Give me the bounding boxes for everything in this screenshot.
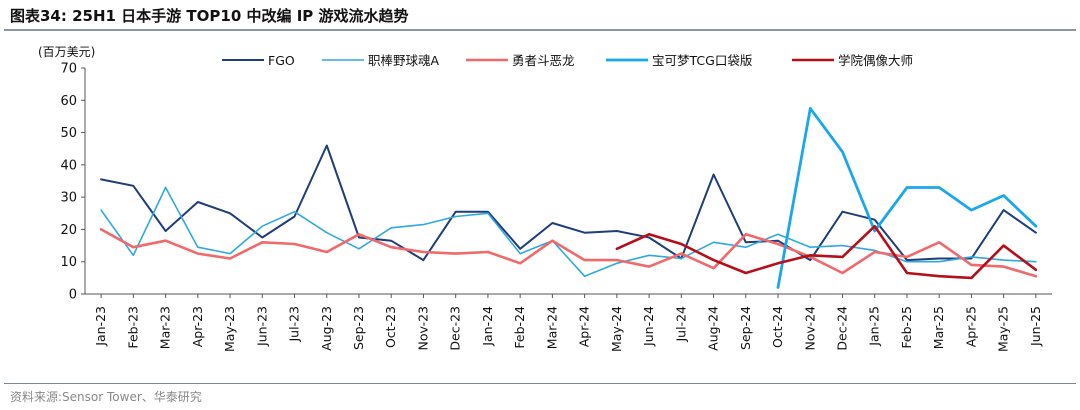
legend-label: FGO [268, 53, 295, 68]
x-tick-label: Nov-24 [802, 306, 817, 351]
y-tick-label: 60 [60, 94, 77, 109]
legend-label: 宝可梦TCG口袋版 [652, 53, 753, 68]
x-tick-label: Mar-24 [544, 306, 559, 349]
x-tick-label: Jul-23 [287, 306, 302, 343]
series-line-5 [615, 224, 1038, 280]
x-tick-label: Mar-25 [931, 306, 946, 349]
x-tick-label: May-24 [609, 306, 624, 352]
series-line-1 [100, 144, 1037, 262]
x-tick-label: Jan-25 [867, 306, 882, 347]
legend: FGO 职棒野球魂A 勇者斗恶龙 宝可梦TCG口袋版 学院偶像大师 [222, 53, 913, 68]
legend-label: 勇者斗恶龙 [512, 53, 575, 68]
y-unit-label: (百万美元) [38, 45, 95, 59]
x-tick-label: Jul-24 [673, 306, 688, 343]
y-tick-label: 50 [60, 126, 77, 141]
series-line-4 [776, 107, 1038, 289]
line-chart: (百万美元) 0 10 20 30 40 50 60 70 Jan-23 Feb-23 Mar-23… [38, 45, 1052, 352]
x-tick-label: May-25 [996, 306, 1011, 352]
axes: 0 10 20 30 40 50 60 70 Jan-23 Feb-23 Mar-23 Apr-23 M… [60, 62, 1052, 352]
y-tick-label: 30 [60, 191, 77, 206]
x-tick-label: Feb-23 [125, 306, 140, 349]
x-tick-label: Oct-24 [770, 306, 785, 348]
y-tick-label: 70 [60, 62, 77, 77]
legend-label: 学院偶像大师 [838, 53, 913, 68]
x-tick-label: Apr-23 [190, 306, 205, 347]
x-tick-label: Dec-23 [448, 306, 463, 351]
x-tick-label: Jan-23 [93, 306, 108, 347]
footer-divider [4, 383, 1076, 384]
x-tick-label: Aug-24 [706, 306, 721, 351]
x-tick-label: Jun-23 [254, 306, 269, 347]
series-line-3 [99, 228, 1038, 278]
x-tick-label: Aug-23 [319, 306, 334, 351]
x-tick-label: Jun-24 [641, 306, 656, 347]
x-tick-label: Nov-23 [415, 306, 430, 350]
title-divider [4, 29, 1076, 31]
x-tick-label: Feb-24 [512, 306, 527, 349]
x-tick-label: Oct-23 [383, 306, 398, 348]
x-tick-label: Dec-24 [834, 306, 849, 351]
y-tick-label: 0 [69, 288, 77, 303]
x-tick-label: Sep-23 [351, 306, 366, 350]
figure-title: 图表34: 25H1 日本手游 TOP10 中改编 IP 游戏流水趋势 [10, 7, 409, 25]
x-tick-label: Mar-23 [158, 306, 173, 349]
y-tick-label: 10 [60, 255, 77, 270]
x-tick-label: Jan-24 [480, 306, 495, 347]
source-note: 资料来源:Sensor Tower、华泰研究 [10, 390, 202, 404]
y-tick-label: 20 [60, 223, 77, 238]
x-tick-label: Sep-24 [738, 306, 753, 350]
x-tick-label: May-23 [222, 306, 237, 352]
x-tick-label: Apr-24 [577, 306, 592, 347]
x-tick-label: Jun-25 [1028, 306, 1043, 347]
legend-label: 职棒野球魂A [368, 53, 440, 68]
x-tick-label: Apr-25 [963, 306, 978, 347]
series-lines [99, 107, 1038, 289]
x-tick-label: Feb-25 [899, 306, 914, 349]
y-tick-label: 40 [60, 158, 77, 173]
